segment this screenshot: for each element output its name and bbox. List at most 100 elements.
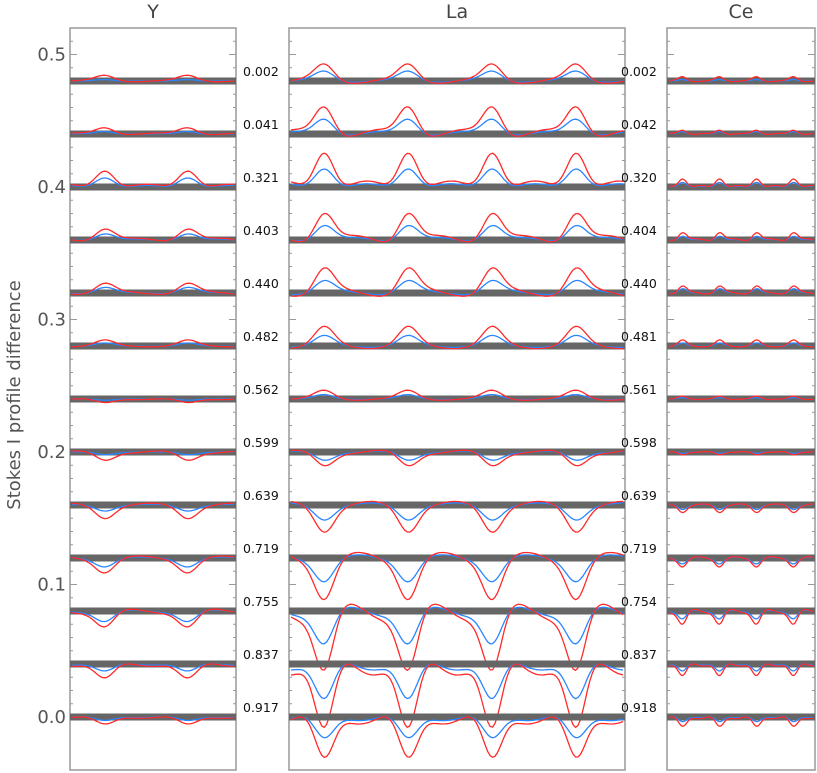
red-profile xyxy=(290,716,624,759)
row-label: 0.440 xyxy=(621,276,657,291)
baseline-band xyxy=(289,342,625,350)
blue-profile xyxy=(290,118,624,136)
row-label: 0.598 xyxy=(621,435,657,450)
baseline-band xyxy=(289,448,625,456)
red-profile xyxy=(290,212,624,243)
red-profile xyxy=(668,395,814,401)
row-label: 0.404 xyxy=(621,223,657,238)
red-profile xyxy=(71,127,234,136)
red-profile xyxy=(290,500,624,533)
row-label: 0.002 xyxy=(621,64,657,79)
blue-profile xyxy=(290,716,624,739)
row-label: 0.917 xyxy=(243,700,279,715)
y-tick-label: 0.0 xyxy=(37,707,66,728)
row-label: 0.042 xyxy=(621,117,657,132)
baseline-band xyxy=(667,607,815,615)
row-label: 0.755 xyxy=(243,594,279,609)
baseline-band xyxy=(289,130,625,138)
y-tick-label: 0.4 xyxy=(37,177,66,198)
panel-y xyxy=(69,27,237,771)
baseline-band xyxy=(667,183,815,191)
row-label: 0.320 xyxy=(621,170,657,185)
red-profile xyxy=(290,106,624,137)
row-label: 0.719 xyxy=(243,541,279,556)
row-label: 0.918 xyxy=(621,700,657,715)
red-profile xyxy=(72,450,235,461)
red-profile xyxy=(290,325,623,350)
row-label: 0.837 xyxy=(621,647,657,662)
blue-profile xyxy=(290,279,624,296)
red-profile xyxy=(71,716,235,725)
y-tick-label: 0.2 xyxy=(37,442,66,463)
panel-la: 0.002 0.041 0.321 0.403 0.440 0.482 0.562 0.599… xyxy=(243,27,626,771)
red-profile xyxy=(668,178,813,188)
blue-profile xyxy=(290,168,624,187)
red-profile xyxy=(290,551,624,601)
panels-layer: 0.002 0.041 0.321 0.403 0.440 0.482 0.562 0.599… xyxy=(69,27,816,771)
panel-title-la: La xyxy=(446,1,468,23)
row-label: 0.403 xyxy=(243,223,279,238)
baseline-band xyxy=(70,501,236,509)
y-axis-label: Stokes I profile difference xyxy=(4,280,25,509)
red-profile xyxy=(668,608,814,625)
red-profile xyxy=(71,74,235,83)
red-profile xyxy=(290,603,624,672)
baseline-band xyxy=(289,554,625,562)
red-profile xyxy=(71,398,234,404)
baseline-band xyxy=(70,183,236,191)
row-label: 0.599 xyxy=(243,435,279,450)
red-profile xyxy=(290,63,624,84)
red-profile xyxy=(290,389,624,401)
red-profile xyxy=(290,663,624,729)
baseline-band xyxy=(70,660,236,668)
red-profile xyxy=(71,170,234,187)
red-profile xyxy=(71,608,235,628)
red-profile xyxy=(290,152,624,186)
row-label: 0.482 xyxy=(243,329,279,344)
row-label: 0.321 xyxy=(243,170,279,185)
panel-ce: 0.002 0.042 0.320 0.404 0.440 0.481 0.561 0.598… xyxy=(621,27,816,771)
baseline-band xyxy=(289,713,625,721)
red-profile xyxy=(72,282,235,295)
baseline-band xyxy=(667,660,815,668)
red-profile xyxy=(668,339,813,348)
row-label: 0.481 xyxy=(621,329,657,344)
red-profile xyxy=(71,555,235,574)
row-label: 0.562 xyxy=(243,382,279,397)
baseline-band xyxy=(289,183,625,191)
baseline-band xyxy=(70,607,236,615)
panel-title-y: Y xyxy=(146,1,159,23)
blue-profile xyxy=(290,502,623,521)
red-profile xyxy=(668,503,814,514)
baseline-band xyxy=(289,501,625,509)
red-profile xyxy=(668,232,814,242)
red-profile xyxy=(290,449,624,467)
row-label: 0.440 xyxy=(243,276,279,291)
row-label: 0.002 xyxy=(243,64,279,79)
row-label: 0.561 xyxy=(621,382,657,397)
blue-profile xyxy=(290,334,623,349)
row-label: 0.837 xyxy=(243,647,279,662)
red-profile xyxy=(669,663,814,677)
row-label: 0.719 xyxy=(621,541,657,556)
blue-profile xyxy=(71,177,235,187)
red-profile xyxy=(71,502,234,520)
red-profile xyxy=(669,451,813,456)
red-profile xyxy=(668,716,814,727)
blue-profile xyxy=(290,606,624,645)
y-tick-label: 0.5 xyxy=(37,45,66,66)
red-profile xyxy=(72,339,234,348)
red-profile xyxy=(669,129,814,135)
panel-title-ce: Ce xyxy=(729,1,754,23)
baseline-band xyxy=(289,289,625,297)
blue-profile xyxy=(72,503,234,512)
red-profile xyxy=(71,228,235,242)
red-profile xyxy=(668,76,814,83)
y-tick-label: 0.3 xyxy=(37,310,66,331)
y-tick-label: 0.1 xyxy=(37,575,66,596)
red-profile xyxy=(290,267,624,297)
row-label: 0.041 xyxy=(243,117,279,132)
y-tick-labels: 0.0 0.1 0.2 0.3 0.4 0.5 xyxy=(37,45,66,729)
baseline-band xyxy=(289,660,625,668)
